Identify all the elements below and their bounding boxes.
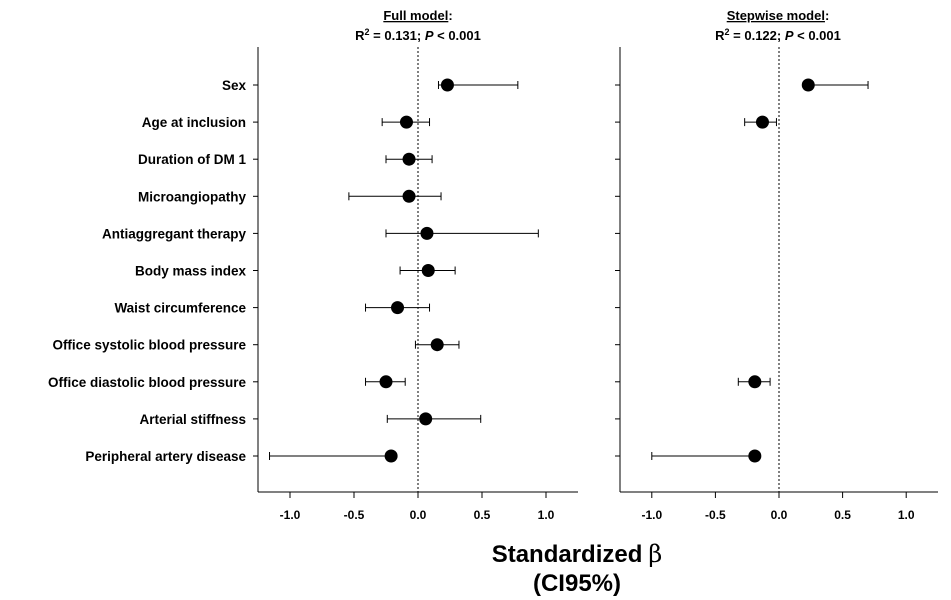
x-tick-label: 0.0 bbox=[771, 508, 788, 522]
x-axis-label: Standardized β bbox=[492, 540, 663, 568]
estimate-point bbox=[384, 449, 398, 463]
full-model-r2-superscript: 2 bbox=[365, 27, 370, 37]
estimate-point bbox=[402, 152, 416, 166]
x-axis-label-beta: β bbox=[648, 540, 662, 568]
category-label: Office diastolic blood pressure bbox=[48, 375, 247, 390]
x-tick-label: 0.0 bbox=[410, 508, 427, 522]
stepwise-model-r2-label: R bbox=[715, 28, 725, 43]
full-model-stats: R2 = 0.131; P < 0.001 bbox=[355, 27, 481, 43]
estimate-point bbox=[748, 375, 762, 389]
full-model-heading: Full model: bbox=[383, 8, 452, 23]
x-tick-label: 1.0 bbox=[538, 508, 555, 522]
estimate-point bbox=[440, 78, 454, 92]
category-label: Age at inclusion bbox=[142, 115, 246, 130]
stepwise-model-panel: -1.0 -0.5 0.0 0.5 1.0 bbox=[615, 47, 938, 522]
stepwise-model-heading: Stepwise model: bbox=[727, 8, 830, 23]
x-tick-label: 0.5 bbox=[834, 508, 851, 522]
category-label: Antiaggregant therapy bbox=[102, 226, 247, 241]
full-model-p-label: P bbox=[425, 28, 434, 43]
category-label: Arterial stiffness bbox=[139, 412, 246, 427]
category-label: Peripheral artery disease bbox=[85, 449, 246, 464]
estimate-point bbox=[420, 226, 434, 240]
estimate-point bbox=[399, 115, 413, 129]
x-axis-label-text: Standardized bbox=[492, 541, 643, 568]
estimate-point bbox=[402, 189, 416, 203]
category-label: Office systolic blood pressure bbox=[52, 338, 246, 353]
x-tick-label: -0.5 bbox=[344, 508, 365, 522]
x-tick-label: 1.0 bbox=[898, 508, 915, 522]
x-tick-label: -1.0 bbox=[641, 508, 662, 522]
category-label: Sex bbox=[222, 78, 247, 93]
full-model-p-value: < 0.001 bbox=[434, 28, 481, 43]
estimate-point bbox=[801, 78, 815, 92]
estimate-point bbox=[391, 301, 405, 315]
estimate-point bbox=[421, 264, 435, 277]
estimate-point bbox=[419, 412, 433, 426]
full-model-r2-label: R bbox=[355, 28, 365, 43]
stepwise-model-stats: R2 = 0.122; P < 0.001 bbox=[715, 27, 841, 43]
category-label: Microangiopathy bbox=[138, 189, 246, 204]
estimate-point bbox=[755, 115, 769, 129]
stepwise-model-title: Stepwise model bbox=[727, 8, 825, 23]
x-tick-label: -0.5 bbox=[705, 508, 726, 522]
category-label: Body mass index bbox=[135, 264, 247, 279]
x-tick-label: 0.5 bbox=[474, 508, 491, 522]
category-label: Duration of DM 1 bbox=[138, 152, 246, 167]
x-tick-label: -1.0 bbox=[280, 508, 301, 522]
full-model-panel: Sex Age at inclusion Duration of DM 1 Micro… bbox=[48, 47, 578, 522]
full-model-r2-value: = 0.131; bbox=[370, 28, 425, 43]
stepwise-model-title-colon: : bbox=[825, 8, 829, 23]
category-label: Waist circumference bbox=[114, 301, 246, 316]
estimate-point bbox=[748, 449, 762, 463]
stepwise-model-p-label: P bbox=[785, 28, 794, 43]
full-model-title: Full model bbox=[383, 8, 448, 23]
stepwise-model-r2-superscript: 2 bbox=[725, 27, 730, 37]
full-model-title-colon: : bbox=[448, 8, 452, 23]
stepwise-model-r2-value: = 0.122; bbox=[730, 28, 785, 43]
stepwise-model-p-value: < 0.001 bbox=[794, 28, 841, 43]
x-axis-label-ci: (CI95%) bbox=[533, 570, 621, 597]
estimate-point bbox=[379, 375, 393, 389]
estimate-point bbox=[430, 338, 444, 352]
